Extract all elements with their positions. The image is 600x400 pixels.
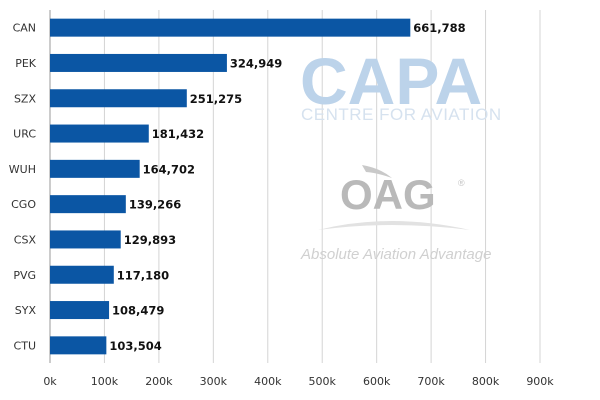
category-label: URC	[13, 128, 36, 141]
x-tick-label: 300k	[200, 375, 228, 388]
oag-registered-mark: ®	[458, 178, 465, 188]
category-label: PVG	[13, 269, 36, 282]
bars	[50, 18, 411, 355]
value-labels: 661,788 324,949 251,275 181,432 164,702 139,2…	[109, 21, 465, 353]
x-tick-label: 800k	[472, 375, 500, 388]
category-label: SYX	[15, 304, 37, 317]
category-label: CTU	[14, 339, 36, 352]
category-label: CAN	[13, 22, 36, 35]
capa-logo-text: CAPA	[300, 44, 482, 118]
x-tick-label: 100k	[91, 375, 119, 388]
x-axis-ticks: 0k 100k 200k 300k 400k 500k 600k 700k 800k 900k	[43, 375, 554, 388]
category-label: PEK	[15, 57, 37, 70]
x-tick-label: 400k	[254, 375, 282, 388]
capa-logo-subtitle: CENTRE FOR AVIATION	[301, 105, 502, 124]
x-tick-label: 0k	[43, 375, 57, 388]
value-label: 108,479	[112, 304, 164, 318]
oag-logo-text: OAG	[340, 171, 436, 218]
oag-tagline: Absolute Aviation Advantage	[300, 246, 491, 263]
bar-can	[50, 18, 411, 37]
bar-cgo	[50, 195, 126, 214]
value-label: 139,266	[129, 198, 181, 212]
value-label: 324,949	[230, 56, 282, 70]
value-label: 129,893	[124, 233, 176, 247]
x-tick-label: 700k	[417, 375, 445, 388]
bar-syx	[50, 301, 110, 320]
x-tick-label: 200k	[145, 375, 173, 388]
value-label: 164,702	[143, 162, 195, 176]
value-label: 661,788	[413, 21, 465, 35]
category-labels: CAN PEK SZX URC WUH CGO CSX PVG SYX CTU	[9, 22, 37, 353]
bar-pek	[50, 53, 227, 72]
value-label: 117,180	[117, 268, 169, 282]
bar-wuh	[50, 159, 140, 178]
capa-logo: CAPA CENTRE FOR AVIATION	[300, 44, 502, 124]
category-label: CSX	[14, 233, 37, 246]
bar-csx	[50, 230, 121, 249]
bar-ctu	[50, 336, 107, 355]
bar-urc	[50, 124, 149, 143]
x-tick-label: 900k	[526, 375, 554, 388]
oag-logo-swoosh	[362, 165, 392, 178]
x-tick-label: 500k	[309, 375, 337, 388]
category-label: WUH	[9, 163, 36, 176]
bar-pvg	[50, 265, 114, 284]
value-label: 103,504	[109, 339, 161, 353]
bar-szx	[50, 89, 187, 108]
category-label: CGO	[11, 198, 36, 211]
value-label: 251,275	[190, 92, 242, 106]
oag-logo: OAG ® Absolute Aviation Advantage	[300, 165, 491, 263]
x-tick-label: 600k	[363, 375, 391, 388]
watermark-logos: CAPA CENTRE FOR AVIATION OAG ® Absolute …	[300, 44, 502, 263]
category-label: SZX	[14, 92, 37, 105]
value-label: 181,432	[152, 127, 204, 141]
oag-logo-underline	[318, 221, 470, 230]
